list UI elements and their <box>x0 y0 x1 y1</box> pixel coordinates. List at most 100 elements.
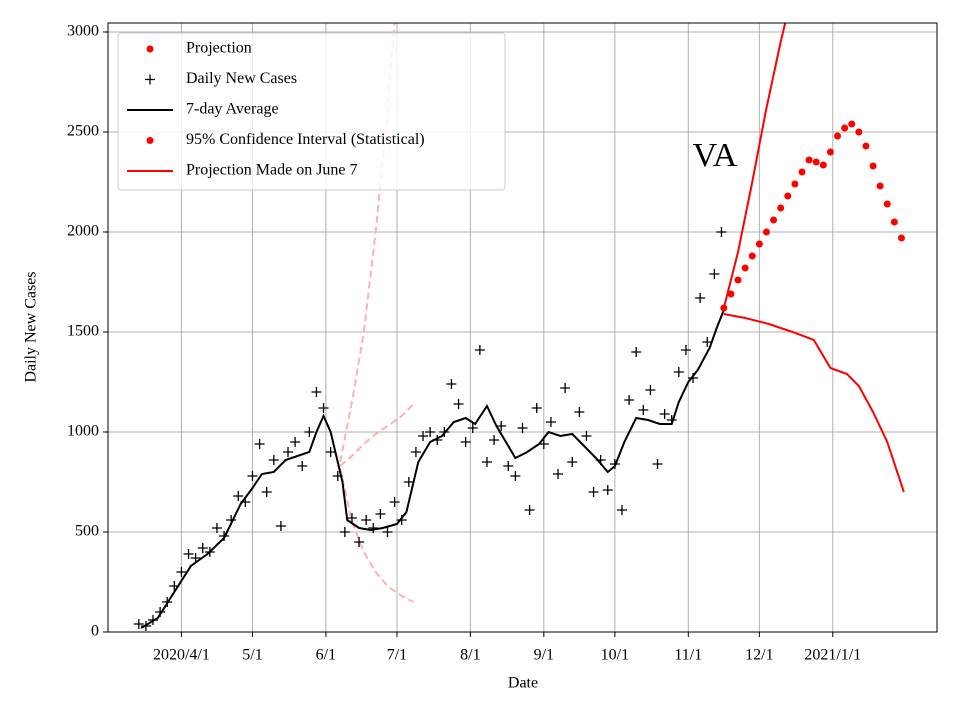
projection-dot <box>876 182 884 190</box>
case-marker <box>169 581 180 591</box>
projection-dot <box>777 204 785 212</box>
projection-dot <box>734 276 742 284</box>
projection-dot <box>727 290 735 298</box>
case-marker <box>432 435 443 445</box>
case-marker <box>410 447 421 457</box>
case-marker <box>616 505 627 515</box>
case-marker <box>624 395 635 405</box>
projection-dot <box>862 142 870 150</box>
x-axis-label: Date <box>508 675 538 692</box>
case-marker <box>396 515 407 525</box>
case-marker <box>304 427 315 437</box>
projection-dot <box>819 161 827 169</box>
y-axis-label: Daily New Cases <box>23 271 40 382</box>
y-tick-label: 2500 <box>67 123 99 140</box>
projection-dot <box>826 148 834 156</box>
projection-dot <box>834 132 842 140</box>
legend-label: Projection <box>186 40 252 57</box>
case-marker <box>162 597 173 607</box>
case-marker <box>425 427 436 437</box>
y-tick-label: 0 <box>91 623 99 640</box>
x-tick-label: 10/1 <box>601 647 629 664</box>
case-marker <box>460 437 471 447</box>
case-marker <box>581 431 592 441</box>
case-marker <box>688 373 699 383</box>
legend-label: Daily New Cases <box>186 70 297 87</box>
x-tick-label: 2021/1/1 <box>804 647 861 664</box>
case-marker <box>680 345 691 355</box>
case-marker <box>346 513 357 523</box>
case-marker <box>517 423 528 433</box>
series-line <box>722 23 787 309</box>
projection-dot <box>755 240 763 248</box>
legend-label: 95% Confidence Interval (Statistical) <box>186 131 425 148</box>
projection-dot <box>720 304 728 312</box>
case-marker <box>638 405 649 415</box>
case-marker <box>219 531 230 541</box>
projection-dot <box>770 216 778 224</box>
y-tick-label: 2000 <box>67 223 99 240</box>
case-marker <box>354 537 365 547</box>
case-marker <box>602 485 613 495</box>
case-marker <box>375 509 386 519</box>
case-marker <box>588 487 599 497</box>
case-marker <box>268 455 279 465</box>
case-marker <box>695 293 706 303</box>
case-marker <box>197 543 208 553</box>
case-marker <box>510 471 521 481</box>
case-marker <box>574 407 585 417</box>
projection-dot <box>812 158 820 166</box>
legend-marker <box>146 45 154 53</box>
case-marker <box>453 399 464 409</box>
case-marker <box>439 427 450 437</box>
case-marker <box>560 383 571 393</box>
case-marker <box>489 435 500 445</box>
case-marker <box>389 497 400 507</box>
case-marker <box>283 447 294 457</box>
case-marker <box>211 523 222 533</box>
x-tick-label: 6/1 <box>316 647 336 664</box>
case-marker <box>204 547 215 557</box>
case-marker <box>290 437 301 447</box>
x-tick-label: 11/1 <box>674 647 702 664</box>
y-tick-label: 3000 <box>67 23 99 40</box>
y-tick-label: 500 <box>75 523 99 540</box>
x-tick-label: 5/1 <box>242 647 262 664</box>
case-marker <box>325 447 336 457</box>
plot-area <box>133 23 905 631</box>
case-marker <box>382 527 393 537</box>
case-marker <box>496 421 507 431</box>
case-marker <box>311 387 322 397</box>
case-marker <box>446 379 457 389</box>
x-tick-label: 12/1 <box>745 647 773 664</box>
projection-dot <box>741 264 749 272</box>
projection-dot <box>805 156 813 164</box>
case-marker <box>148 615 159 625</box>
legend-marker <box>146 137 154 144</box>
projection-dot <box>890 218 898 226</box>
case-marker <box>261 487 272 497</box>
ticks: 0 500 1000 1500 2000 2500 3000 2020/4/1 5/1 6/1 7/… <box>67 23 861 664</box>
case-marker <box>673 367 684 377</box>
case-marker <box>702 337 713 347</box>
case-marker <box>645 385 656 395</box>
case-marker <box>140 621 151 631</box>
projection-dot <box>748 252 756 260</box>
case-marker <box>176 567 187 577</box>
projection-dot <box>869 162 877 170</box>
x-tick-label: 7/1 <box>387 647 407 664</box>
case-marker <box>247 471 258 481</box>
dashed-line <box>339 23 396 463</box>
case-marker <box>226 515 237 525</box>
x-tick-label: 2020/4/1 <box>153 647 210 664</box>
legend-label: Projection Made on June 7 <box>186 162 358 179</box>
projection-dot <box>762 228 770 236</box>
case-marker <box>567 457 578 467</box>
case-marker <box>545 417 556 427</box>
y-tick-label: 1500 <box>67 323 99 340</box>
legend-label: 7-day Average <box>186 101 279 118</box>
case-marker <box>524 505 535 515</box>
y-tick-label: 1000 <box>67 423 99 440</box>
legend: Projection Daily New Cases 7-day Average 95… <box>117 32 506 191</box>
